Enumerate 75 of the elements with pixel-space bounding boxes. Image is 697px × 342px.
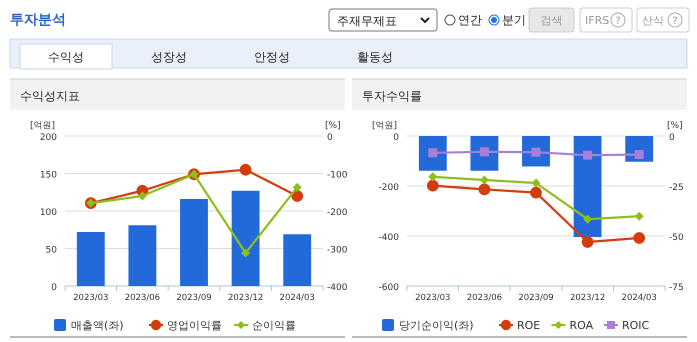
- point: [583, 214, 592, 224]
- y-tick-label: 200: [40, 133, 58, 143]
- x-tick-label: 2023/03: [73, 293, 108, 303]
- y-tick-label: 100: [40, 208, 58, 218]
- y-axis-title: [억원]: [30, 121, 56, 131]
- text: 성장성: [151, 50, 187, 64]
- bar: [283, 234, 312, 286]
- point: [532, 178, 540, 188]
- bar: [232, 190, 260, 286]
- y2-tick-label: -75: [669, 283, 684, 293]
- y2-tick-label: -200: [327, 208, 348, 218]
- x-tick-label: 2024/03: [280, 293, 315, 303]
- point: [240, 164, 252, 176]
- y-tick-label: 50: [46, 246, 58, 256]
- y2-axis-title: [%]: [325, 121, 341, 131]
- point: [583, 150, 592, 160]
- text: 안정성: [254, 50, 290, 64]
- y2-tick-label: -400: [327, 283, 348, 293]
- point: [634, 212, 644, 221]
- legend-label: 영업이익률: [167, 319, 222, 332]
- point: [138, 192, 147, 200]
- y-tick-label: 0: [393, 133, 400, 143]
- bar: [128, 225, 156, 286]
- legend-label: 매출액(좌): [71, 319, 124, 332]
- text: ?: [672, 16, 678, 27]
- text: IFRS: [585, 14, 610, 27]
- y2-tick-label: -300: [327, 246, 348, 256]
- text: 수익성: [48, 50, 84, 64]
- chart-title: 투자수익률: [362, 89, 422, 103]
- x-tick-label: 2023/12: [570, 293, 606, 303]
- point: [241, 248, 250, 258]
- text: 산식: [642, 14, 664, 27]
- legend-label: ROE: [517, 319, 540, 332]
- legend-label: ROIC: [622, 319, 650, 332]
- legend-label: 순이익률: [252, 319, 296, 332]
- bar: [76, 232, 105, 286]
- point: [480, 176, 489, 184]
- text: 주재무제표: [337, 14, 397, 28]
- point: [426, 180, 439, 192]
- y2-tick-label: -100: [327, 170, 348, 180]
- y-tick-label: -400: [378, 233, 400, 243]
- y-tick-label: 0: [51, 283, 58, 293]
- x-tick-label: 2023/03: [415, 293, 450, 303]
- x-tick-label: 2023/12: [228, 293, 264, 303]
- x-tick-label: 2024/03: [622, 293, 657, 303]
- y2-tick-label: -50: [669, 233, 684, 243]
- point: [582, 236, 594, 248]
- y-tick-label: 150: [40, 170, 58, 180]
- chart-title: 수익성지표: [20, 89, 80, 103]
- x-tick-label: 2023/06: [124, 293, 160, 303]
- y2-tick-label: 0: [327, 133, 333, 143]
- point: [530, 186, 542, 198]
- point: [634, 150, 644, 160]
- y-tick-label: -600: [378, 283, 400, 293]
- point: [633, 232, 646, 244]
- y2-axis-title: [%]: [667, 121, 683, 131]
- text: 활동성: [357, 50, 393, 64]
- text: 연간: [458, 13, 482, 27]
- text: ?: [615, 16, 621, 27]
- text: 분기: [502, 13, 526, 27]
- point: [292, 182, 302, 192]
- point: [428, 172, 438, 182]
- x-tick-label: 2023/09: [518, 293, 554, 303]
- y-axis-title: [억원]: [372, 121, 398, 131]
- x-tick-label: 2023/06: [466, 293, 502, 303]
- text: 검색: [540, 14, 562, 27]
- point: [478, 184, 490, 196]
- bar: [180, 199, 208, 286]
- legend-label: 당기순이익(좌): [399, 319, 474, 332]
- y2-tick-label: -25: [669, 183, 684, 193]
- text: 투자분석: [10, 12, 66, 28]
- y2-tick-label: 0: [669, 133, 675, 143]
- legend-label: ROA: [570, 319, 594, 332]
- x-tick-label: 2023/09: [176, 293, 212, 303]
- y-tick-label: -200: [378, 183, 400, 193]
